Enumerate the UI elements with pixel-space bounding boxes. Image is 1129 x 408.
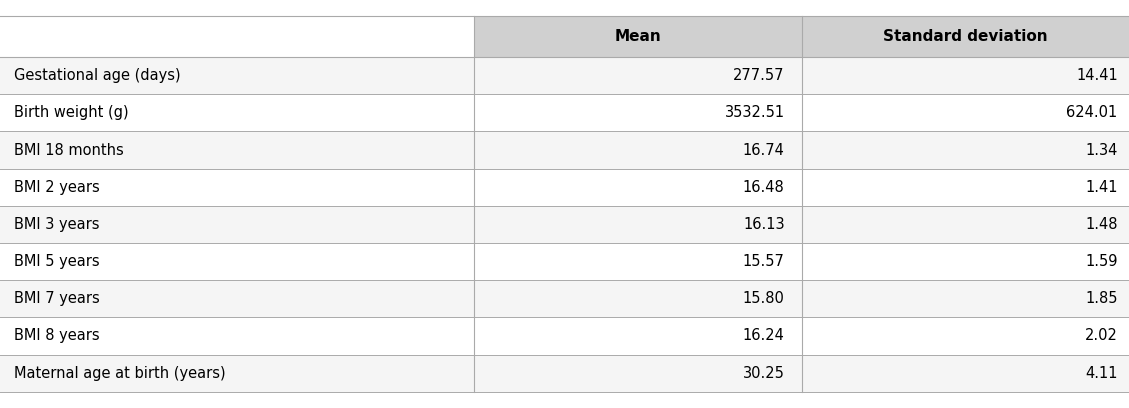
Text: 277.57: 277.57: [733, 68, 785, 83]
Text: BMI 8 years: BMI 8 years: [14, 328, 99, 344]
Text: 15.57: 15.57: [743, 254, 785, 269]
Text: 16.13: 16.13: [743, 217, 785, 232]
Text: 1.85: 1.85: [1085, 291, 1118, 306]
Text: 4.11: 4.11: [1085, 366, 1118, 381]
Bar: [0, 355, 1129, 392]
Text: 624.01: 624.01: [1067, 105, 1118, 120]
Text: Standard deviation: Standard deviation: [883, 29, 1048, 44]
Text: 3532.51: 3532.51: [725, 105, 785, 120]
Text: 1.59: 1.59: [1085, 254, 1118, 269]
Bar: [0, 94, 1129, 131]
Text: BMI 18 months: BMI 18 months: [14, 142, 123, 157]
Text: 2.02: 2.02: [1085, 328, 1118, 344]
Text: 1.48: 1.48: [1085, 217, 1118, 232]
Text: Gestational age (days): Gestational age (days): [14, 68, 181, 83]
Text: 16.24: 16.24: [743, 328, 785, 344]
Bar: [0, 317, 1129, 355]
Bar: [474, 16, 1129, 57]
Text: 1.41: 1.41: [1085, 180, 1118, 195]
Bar: [0, 169, 1129, 206]
Text: BMI 5 years: BMI 5 years: [14, 254, 99, 269]
Text: Maternal age at birth (years): Maternal age at birth (years): [14, 366, 225, 381]
Text: 30.25: 30.25: [743, 366, 785, 381]
Text: BMI 7 years: BMI 7 years: [14, 291, 99, 306]
Bar: [0, 131, 1129, 169]
Bar: [0, 206, 1129, 243]
Bar: [0, 280, 1129, 317]
Bar: [0, 57, 1129, 94]
Bar: [0, 243, 1129, 280]
Text: 16.48: 16.48: [743, 180, 785, 195]
Text: BMI 2 years: BMI 2 years: [14, 180, 99, 195]
Text: 1.34: 1.34: [1085, 142, 1118, 157]
Text: 14.41: 14.41: [1076, 68, 1118, 83]
Text: Birth weight (g): Birth weight (g): [14, 105, 129, 120]
Text: Mean: Mean: [614, 29, 662, 44]
Text: BMI 3 years: BMI 3 years: [14, 217, 99, 232]
Text: 16.74: 16.74: [743, 142, 785, 157]
Text: 15.80: 15.80: [743, 291, 785, 306]
